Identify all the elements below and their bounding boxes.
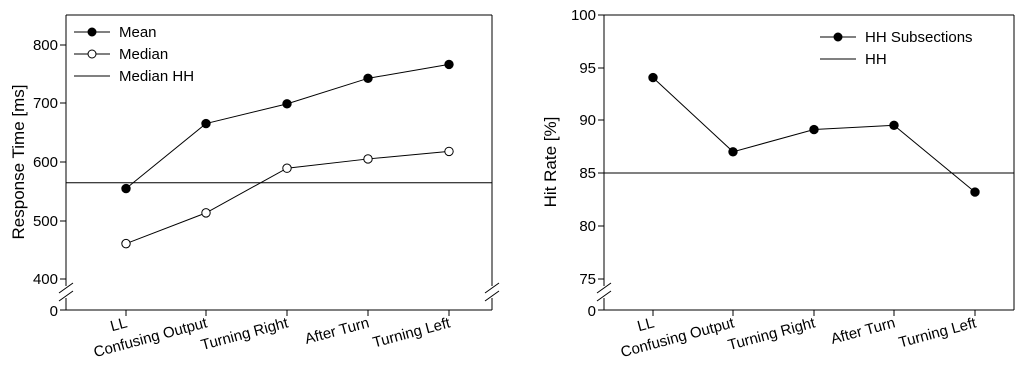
point-hh-subsections-turning-right — [809, 124, 819, 135]
y-tick-label-0: 0 — [50, 303, 58, 320]
legend-right: HH Subsections HH — [820, 29, 973, 68]
y-axis-title-right: Hit Rate [%] — [541, 117, 560, 208]
point-median-turning-right — [282, 163, 292, 173]
legend-label-hh: HH — [865, 51, 887, 68]
legend-left: Mean Median Median HH — [74, 24, 194, 85]
y-tick-label-95: 95 — [579, 60, 596, 77]
axis-break-mark-right-border — [484, 282, 500, 302]
legend-label-median: Median — [119, 46, 168, 63]
legend-label-mean: Mean — [119, 24, 157, 41]
point-median-ll — [121, 238, 131, 249]
legend-label-hh-subsections: HH Subsections — [865, 29, 973, 46]
point-median-confusing-output — [201, 208, 211, 218]
x-tick-label-ll: LL — [636, 314, 657, 335]
y-tick-label-800: 800 — [33, 37, 58, 54]
axis-break-mark-left-right-chart — [596, 282, 612, 302]
legend-label-median-hh: Median HH — [119, 68, 194, 85]
y-tick-label-100: 100 — [571, 7, 596, 24]
point-hh-subsections-after-turn — [889, 120, 899, 131]
series-line-hh-subsections — [652, 77, 976, 193]
legend-marker-hh-subsections — [833, 32, 843, 42]
point-hh-subsections-turning-left — [970, 187, 980, 197]
y-tick-label-90: 90 — [579, 112, 596, 129]
hit-rate-chart: Hit Rate [%] 0 75 80 85 90 95 100 LLConf… — [541, 7, 1015, 361]
point-mean-turning-right — [282, 99, 292, 109]
y-tick-label-85: 85 — [579, 165, 596, 182]
x-tick-label-ll: LL — [109, 314, 130, 335]
y-tick-label-600: 600 — [33, 154, 58, 171]
legend-marker-mean — [87, 27, 97, 37]
legend-marker-median — [87, 49, 97, 59]
point-median-turning-left — [444, 146, 454, 157]
x-tick-label-after-turn: After Turn — [829, 314, 897, 347]
y-tick-label-400: 400 — [33, 271, 58, 288]
point-hh-subsections-ll — [648, 72, 658, 83]
x-tick-label-turning-left: Turning Left — [897, 314, 979, 351]
point-median-after-turn — [363, 154, 373, 164]
point-hh-subsections-confusing-output — [728, 147, 738, 157]
y-tick-label-500: 500 — [33, 213, 58, 230]
y-axis-title-left: Response Time [ms] — [9, 85, 28, 240]
point-mean-ll — [121, 183, 131, 194]
point-mean-confusing-output — [201, 118, 211, 129]
y-tick-label-75: 75 — [579, 271, 596, 288]
response-time-chart: Response Time [ms] 0 400 500 600 700 800… — [9, 14, 500, 361]
y-tick-label-0-right: 0 — [588, 303, 596, 320]
point-mean-after-turn — [363, 73, 373, 84]
y-tick-label-80: 80 — [579, 218, 596, 235]
y-tick-label-700: 700 — [33, 95, 58, 112]
x-tick-label-turning-left: Turning Left — [371, 314, 453, 351]
point-mean-turning-left — [444, 59, 454, 70]
x-tick-label-turning-right: Turning Right — [726, 314, 818, 354]
axis-break-mark-left — [58, 282, 74, 302]
x-tick-label-after-turn: After Turn — [303, 314, 371, 347]
x-tick-label-turning-right: Turning Right — [199, 314, 291, 354]
